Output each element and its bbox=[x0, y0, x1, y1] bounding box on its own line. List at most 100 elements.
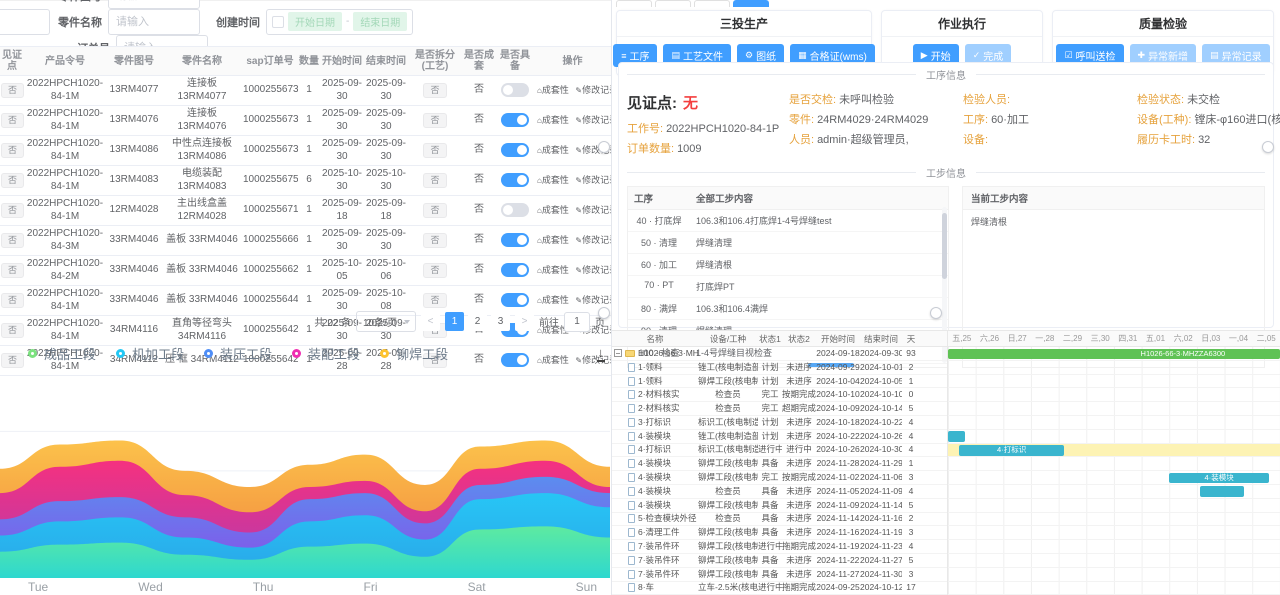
step-row[interactable]: 70 · PT 打底焊PT bbox=[628, 276, 948, 298]
legend-item[interactable]: 装配工段 bbox=[292, 344, 360, 363]
goto-page-input[interactable] bbox=[564, 311, 590, 332]
date-checkbox[interactable] bbox=[271, 15, 284, 28]
table-row[interactable]: 否 2022HPCH1020-84-1M 12RM4028 主出线盒盖 12RM… bbox=[0, 196, 611, 226]
kit-check-link[interactable]: ⌂成套性 bbox=[537, 294, 569, 305]
table-row[interactable]: 否 2022HPCH1020-84-2M 33RM4046 盖板 33RM404… bbox=[0, 256, 611, 286]
timeline-row[interactable]: 4·打标识 bbox=[948, 443, 1280, 458]
gantt-row[interactable]: 7·装吊件环 铆焊工段(核电制造部) 进行中 拖期完成 2024-11-19 2… bbox=[612, 540, 947, 554]
row-toggle[interactable] bbox=[501, 293, 529, 308]
gantt-row[interactable]: 4·装模块 铆焊工段(核电制造部) 完工 按期完成 2024-11-02 202… bbox=[612, 471, 947, 485]
collapse-icon[interactable] bbox=[614, 349, 622, 358]
column-header[interactable]: 是否拆分(工艺) bbox=[415, 50, 455, 72]
row-toggle[interactable] bbox=[501, 83, 529, 98]
gantt-task-bar[interactable] bbox=[948, 431, 965, 442]
legend-item[interactable]: 机加工段 bbox=[116, 344, 184, 363]
page-button[interactable]: 3 bbox=[491, 312, 510, 331]
gantt-row[interactable]: H1026-66-3·MHZZA6300 2024-09-18 2024-09-… bbox=[612, 347, 947, 361]
gantt-row[interactable]: 4·装模块 检查员 具备 未进序 2024-11-05 2024-11-09 4 bbox=[612, 485, 947, 499]
steps-column-header[interactable]: 工序 bbox=[634, 194, 654, 205]
row-toggle[interactable] bbox=[501, 353, 529, 368]
modify-log-link[interactable]: ✎修改记录 bbox=[575, 294, 611, 305]
gantt-row[interactable]: 5·检查模块外径 检查员 具备 未进序 2024-11-14 2024-11-1… bbox=[612, 513, 947, 527]
gantt-row[interactable]: 2·材料核实 检查员 完工 超期完成 2024-10-09 2024-10-14… bbox=[612, 402, 947, 416]
timeline-row[interactable]: H1026-66-3·MHZZA6300 bbox=[948, 347, 1280, 361]
card-button[interactable]: ⚙ 图纸 bbox=[736, 44, 785, 67]
gantt-row[interactable]: 4·装模块 铆焊工段(核电制造部) 具备 未进序 2024-11-09 2024… bbox=[612, 499, 947, 513]
legend-item[interactable]: 成品工段 bbox=[28, 344, 96, 363]
gantt-column-header[interactable]: 开始时间 bbox=[820, 333, 855, 344]
row-toggle[interactable] bbox=[501, 263, 529, 278]
horizontal-scrollbar-thumb[interactable] bbox=[808, 363, 854, 367]
timeline-row[interactable] bbox=[948, 388, 1280, 403]
table-row[interactable]: 否 2022HPCH1020-84-1M 13RM4086 中性点连接板 13R… bbox=[0, 136, 611, 166]
page-button[interactable]: 2 bbox=[468, 312, 487, 331]
tab-stub[interactable] bbox=[655, 0, 691, 7]
gantt-row[interactable]: 7·装吊件环 铆焊工段(核电制造部) 具备 未进序 2024-11-27 202… bbox=[612, 568, 947, 582]
table-row[interactable]: 否 2022HPCH1020-84-1M 13RM4077 连接板 13RM40… bbox=[0, 76, 611, 106]
column-header[interactable]: 操作 bbox=[562, 55, 583, 67]
timeline-row[interactable] bbox=[948, 375, 1280, 389]
timeline-row[interactable] bbox=[948, 361, 1280, 375]
timeline-row[interactable] bbox=[948, 457, 1280, 472]
table-row[interactable]: 否 2022HPCH1020-84-3M 33RM4046 盖板 33RM404… bbox=[0, 226, 611, 256]
column-header[interactable]: 开始时间 bbox=[322, 55, 362, 67]
kit-check-link[interactable]: ⌂成套性 bbox=[537, 324, 569, 335]
modify-log-link[interactable]: ✎修改记录 bbox=[575, 84, 611, 95]
column-header[interactable]: 见证点 bbox=[2, 50, 22, 72]
row-toggle[interactable] bbox=[501, 203, 529, 218]
column-header[interactable]: 结束时间 bbox=[366, 55, 406, 67]
card-button[interactable]: ✓ 完成 bbox=[964, 44, 1012, 67]
gantt-column-header[interactable]: 状态2 bbox=[788, 333, 810, 344]
kit-check-link[interactable]: ⌂成套性 bbox=[537, 84, 569, 95]
cut-filter-input[interactable] bbox=[0, 8, 50, 35]
pane-handle[interactable] bbox=[930, 307, 942, 319]
page-size-select[interactable]: 10条/页 bbox=[356, 311, 416, 332]
table-row[interactable]: 否 2022HPCH1020-84-1M 13RM4076 连接板 13RM40… bbox=[0, 106, 611, 136]
step-row[interactable]: 100 · 检查 1-4号焊缝目视检查 bbox=[628, 342, 948, 364]
modify-log-link[interactable]: ✎修改记录 bbox=[575, 204, 611, 215]
pane-handle[interactable] bbox=[598, 141, 610, 153]
card-button[interactable]: ☑ 呼叫送检 bbox=[1056, 44, 1124, 67]
kit-check-link[interactable]: ⌂成套性 bbox=[537, 204, 569, 215]
end-date-field[interactable]: 结束日期 bbox=[353, 12, 408, 31]
filter-input[interactable] bbox=[108, 0, 200, 9]
kit-check-link[interactable]: ⌂成套性 bbox=[537, 174, 569, 185]
timeline-row[interactable] bbox=[948, 499, 1280, 513]
modify-log-link[interactable]: ✎修改记录 bbox=[575, 264, 611, 275]
modify-log-link[interactable]: ✎修改记录 bbox=[575, 174, 611, 185]
kit-check-link[interactable]: ⌂成套性 bbox=[537, 234, 569, 245]
tab-stub[interactable] bbox=[616, 0, 652, 7]
card-button[interactable]: ▤ 异常记录 bbox=[1202, 44, 1270, 67]
modify-log-link[interactable]: ✎修改记录 bbox=[575, 144, 611, 155]
kit-check-link[interactable]: ⌂成套性 bbox=[537, 264, 569, 275]
row-toggle[interactable] bbox=[501, 173, 529, 188]
timeline-row[interactable] bbox=[948, 416, 1280, 430]
gantt-row[interactable]: 4·装模块 锉工(核电制造部) 计划 未进序 2024-10-22 2024-1… bbox=[612, 430, 947, 444]
prev-page-button[interactable]: < bbox=[421, 312, 440, 331]
timeline-row[interactable] bbox=[948, 402, 1280, 416]
modify-log-link[interactable]: ✎修改记录 bbox=[575, 234, 611, 245]
card-button[interactable]: ▶ 开始 bbox=[912, 44, 959, 67]
timeline-row[interactable]: 4·装模块 bbox=[948, 471, 1280, 485]
row-toggle[interactable] bbox=[501, 233, 529, 248]
table-row[interactable]: 否 2022HPCH1020-84-1M 13RM4083 电缆装配 13RM4… bbox=[0, 166, 611, 196]
modify-log-link[interactable]: ✎修改记录 bbox=[575, 114, 611, 125]
gantt-column-header[interactable]: 状态1 bbox=[759, 333, 781, 344]
gantt-row[interactable]: 1·领料 铆焊工段(核电制造部) 计划 未进序 2024-10-04 2024-… bbox=[612, 375, 947, 389]
gantt-parent-bar[interactable]: H1026-66-3·MHZZA6300 bbox=[948, 348, 1280, 359]
tab-stub[interactable] bbox=[694, 0, 730, 7]
tab-stub-active[interactable] bbox=[733, 0, 769, 7]
table-row[interactable]: 否 2022HPCH1020-84-1M 33RM4046 盖板 33RM404… bbox=[0, 286, 611, 316]
card-button[interactable]: ▤ 工艺文件 bbox=[663, 44, 731, 67]
timeline-row[interactable] bbox=[948, 568, 1280, 582]
start-date-field[interactable]: 开始日期 bbox=[287, 12, 342, 31]
row-toggle[interactable] bbox=[501, 113, 529, 128]
row-toggle[interactable] bbox=[501, 143, 529, 158]
kit-check-link[interactable]: ⌂成套性 bbox=[537, 354, 569, 365]
gantt-row[interactable]: 6·清理工件 铆焊工段(核电制造部) 具备 未进序 2024-11-16 202… bbox=[612, 526, 947, 541]
column-header[interactable]: sap订单号 bbox=[246, 55, 294, 67]
download-icon[interactable]: ↓ bbox=[596, 344, 605, 362]
column-header[interactable]: 零件名称 bbox=[182, 55, 222, 67]
timeline-row[interactable] bbox=[948, 430, 1280, 444]
vertical-scrollbar[interactable] bbox=[942, 207, 947, 363]
